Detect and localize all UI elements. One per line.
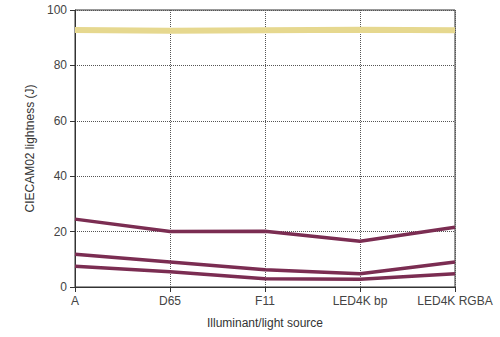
svg-text:LED4K RGBA: LED4K RGBA bbox=[417, 294, 492, 308]
svg-text:60: 60 bbox=[54, 114, 68, 128]
svg-text:Illuminant/light source: Illuminant/light source bbox=[207, 316, 323, 330]
svg-text:CIECAM02 lightness (J): CIECAM02 lightness (J) bbox=[23, 84, 37, 212]
svg-text:LED4K bp: LED4K bp bbox=[333, 294, 388, 308]
svg-text:40: 40 bbox=[54, 169, 68, 183]
svg-text:0: 0 bbox=[60, 280, 67, 294]
svg-text:F11: F11 bbox=[255, 294, 275, 308]
svg-text:D65: D65 bbox=[159, 294, 181, 308]
svg-text:100: 100 bbox=[47, 3, 67, 17]
svg-text:A: A bbox=[71, 294, 79, 308]
svg-text:20: 20 bbox=[54, 225, 68, 239]
svg-text:80: 80 bbox=[54, 58, 68, 72]
